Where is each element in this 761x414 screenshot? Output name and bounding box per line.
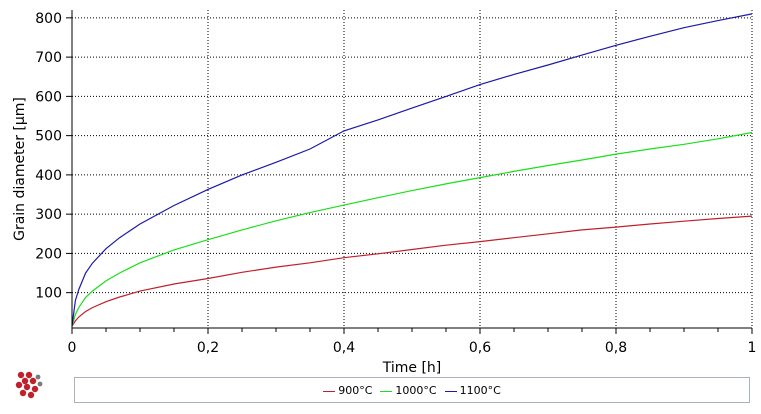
x-tick-label: 0,2 [197,340,219,356]
y-tick-label: 200 [35,246,62,262]
legend-swatch [323,390,336,392]
legend-label: 1100°C [459,384,501,397]
y-tick-label: 100 [35,286,62,302]
x-tick-label: 1 [748,340,757,356]
y-axis-title: Grain diameter [µm] [12,97,28,241]
y-tick-label: 600 [35,89,62,105]
x-tick-label: 0,8 [605,340,627,356]
series-line-1 [71,131,753,327]
grid [72,10,753,328]
legend-entry: 1000°C [380,384,437,397]
legend-entry: 1100°C [444,384,501,397]
x-tick-label: 0 [68,340,77,356]
y-tick-label: 700 [35,50,62,66]
plot-area [72,10,752,328]
legend-label: 1000°C [395,384,437,397]
series-line-2 [71,13,753,327]
software-logo-icon [15,371,43,399]
legend-items: 900°C 1000°C 1100°C [75,384,749,397]
legend-swatch [444,390,457,392]
y-tick-label: 500 [35,129,62,145]
legend: 900°C 1000°C 1100°C [74,377,750,403]
series-group [71,13,753,327]
legend-entry: 900°C [323,384,372,397]
x-axis-title: Time [h] [382,360,442,376]
series-line-0 [71,215,753,327]
x-ticks: 0 0,2 0,4 0,6 0,8 1 [68,328,757,356]
y-tick-label: 400 [35,168,62,184]
legend-swatch [380,390,393,392]
legend-label: 900°C [338,384,373,397]
y-ticks: 100 200 300 400 500 600 700 800 [35,11,72,302]
y-tick-label: 300 [35,207,62,223]
x-tick-label: 0,4 [333,340,355,356]
y-tick-label: 800 [35,11,62,27]
x-tick-label: 0,6 [469,340,491,356]
